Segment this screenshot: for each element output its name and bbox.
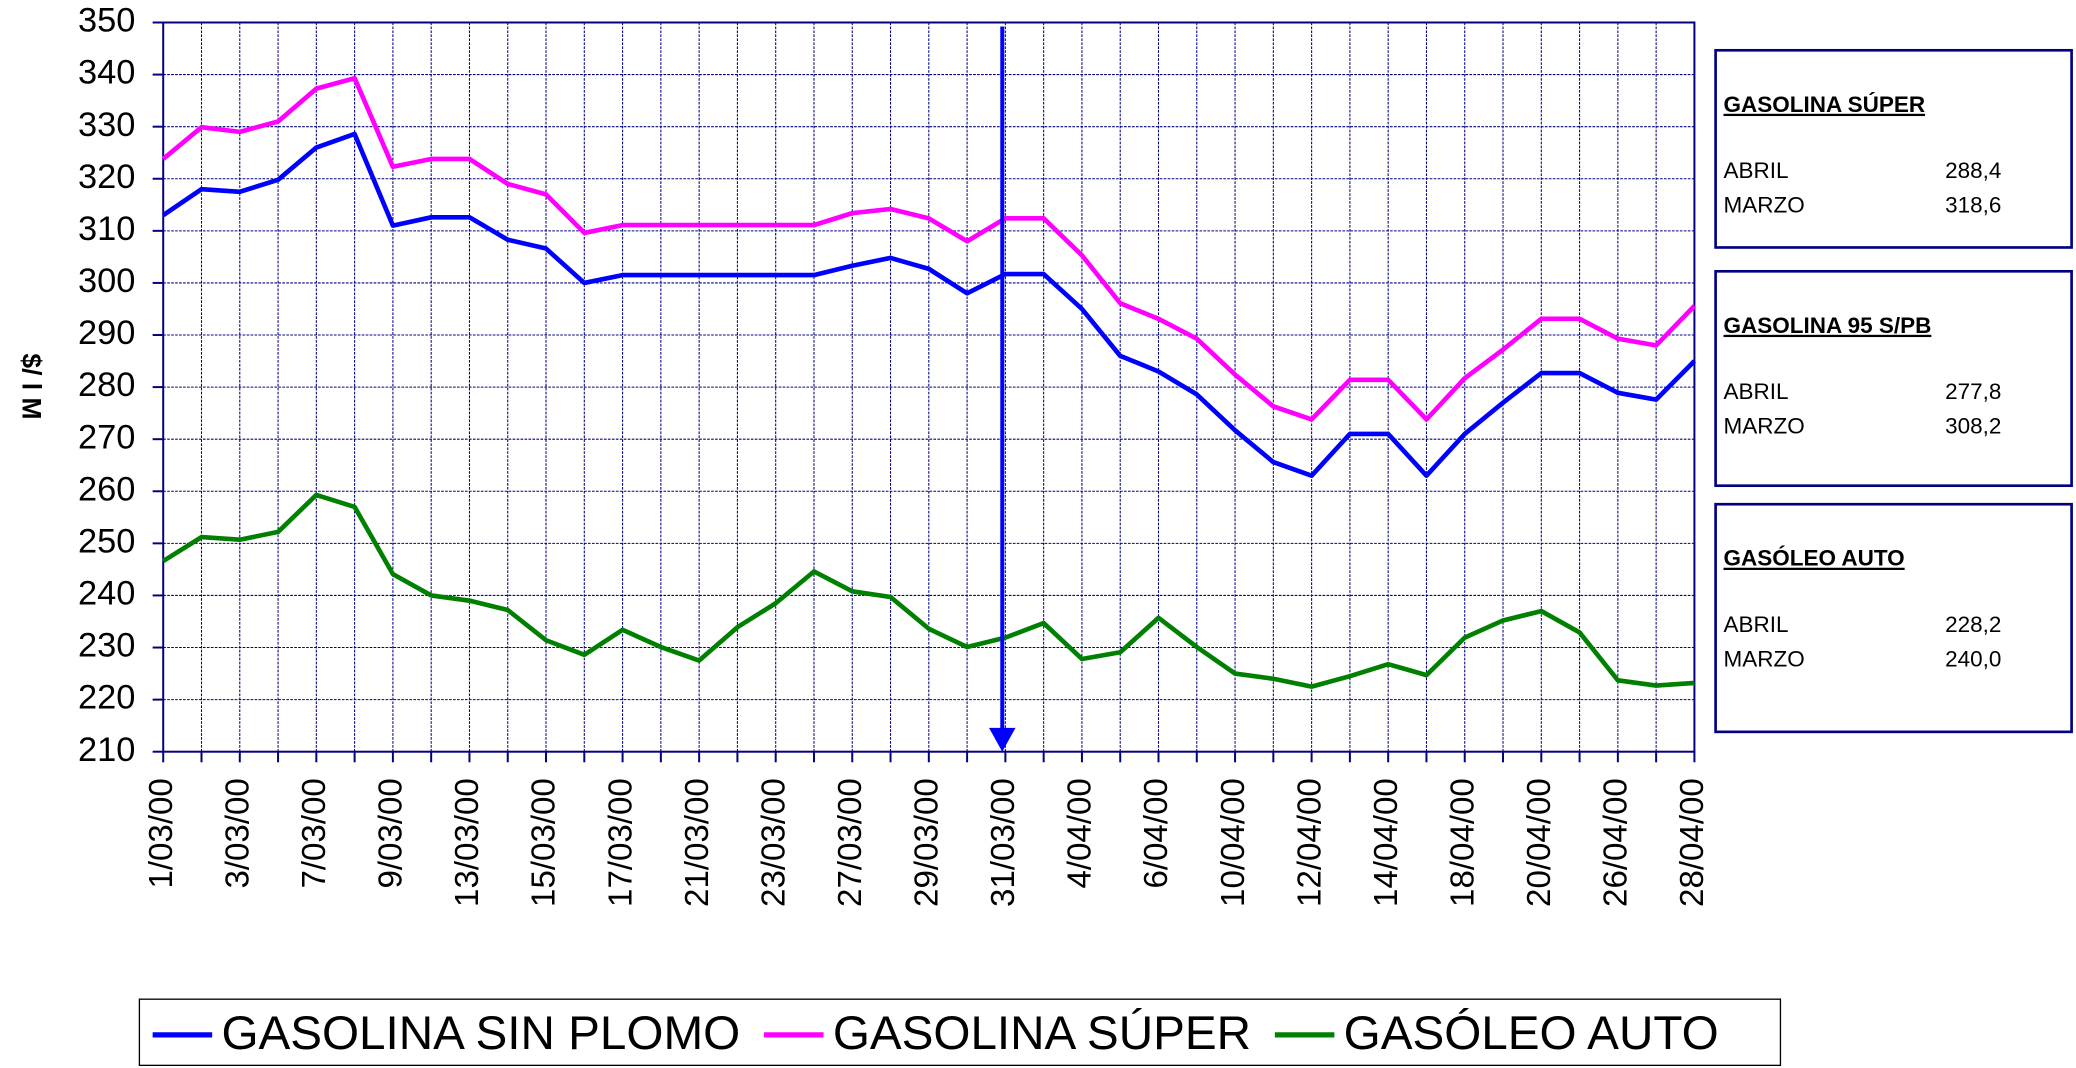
panel-row-label: ABRIL bbox=[1724, 158, 1789, 183]
panel-row-label: MARZO bbox=[1724, 413, 1805, 438]
y-tick-label: 240 bbox=[78, 575, 135, 613]
plot-frame bbox=[162, 21, 1696, 753]
x-tick-label: 20/04/00 bbox=[1521, 778, 1558, 907]
y-tick-label: 260 bbox=[78, 470, 135, 508]
legend-label: GASOLINA SIN PLOMO bbox=[221, 1007, 740, 1060]
panel-row-label: ABRIL bbox=[1724, 612, 1789, 637]
y-tick-label: 280 bbox=[78, 366, 135, 404]
x-tick-label: 29/03/00 bbox=[909, 778, 946, 907]
y-tick-label: 270 bbox=[78, 418, 135, 456]
x-tick-label: 28/04/00 bbox=[1674, 778, 1711, 907]
panel-title: GASOLINA SÚPER bbox=[1724, 92, 1926, 117]
x-tick-label: 9/03/00 bbox=[373, 778, 410, 888]
x-tick-label: 4/04/00 bbox=[1062, 778, 1099, 888]
x-tick-label: 15/03/00 bbox=[526, 778, 563, 907]
y-tick-label: 320 bbox=[78, 158, 135, 196]
series-line bbox=[161, 492, 1695, 689]
x-tick-label: 26/04/00 bbox=[1598, 778, 1635, 907]
x-tick-label: 3/03/00 bbox=[220, 778, 257, 888]
y-tick-label: 210 bbox=[78, 731, 135, 769]
panel-row-value: 240,0 bbox=[1945, 646, 2001, 671]
x-tick-label: 1/03/00 bbox=[143, 778, 180, 888]
panel-row-label: MARZO bbox=[1724, 646, 1805, 671]
y-tick-label: 230 bbox=[78, 627, 135, 665]
x-tick-label: 27/03/00 bbox=[832, 778, 869, 907]
x-tick-label: 13/03/00 bbox=[449, 778, 486, 907]
x-tick-label: 31/03/00 bbox=[985, 778, 1022, 907]
x-tick-label: 18/04/00 bbox=[1444, 778, 1481, 907]
series-line bbox=[161, 131, 1697, 478]
panel-box bbox=[1714, 502, 2073, 734]
panel-title: GASOLINA 95 S/PB bbox=[1724, 313, 1932, 338]
series-line bbox=[161, 75, 1697, 422]
x-tick-label: 14/04/00 bbox=[1368, 778, 1405, 907]
y-tick-label: 300 bbox=[78, 262, 135, 300]
y-tick-label: 340 bbox=[78, 54, 135, 92]
y-tick-label: 330 bbox=[78, 106, 135, 144]
x-tick-label: 17/03/00 bbox=[602, 778, 639, 907]
legend: GASOLINA SIN PLOMO GASOLINA SÚPER GASÓLEO … bbox=[152, 1006, 1719, 1060]
panel-row-label: MARZO bbox=[1724, 192, 1805, 217]
legend-box bbox=[138, 998, 1782, 1067]
grid bbox=[152, 21, 1696, 763]
legend-label: GASÓLEO AUTO bbox=[1344, 1006, 1719, 1060]
panel-row-value: 308,2 bbox=[1945, 413, 2001, 438]
x-tick-label: 10/04/00 bbox=[1215, 778, 1252, 907]
panel-title: GASÓLEO AUTO bbox=[1724, 546, 1905, 571]
x-tick-label: 6/04/00 bbox=[1138, 778, 1175, 888]
y-tick-label: 220 bbox=[78, 679, 135, 717]
y-tick-label: 290 bbox=[78, 314, 135, 352]
x-tick-label: 12/04/00 bbox=[1291, 778, 1328, 907]
x-tick-label: 21/03/00 bbox=[679, 778, 716, 907]
panel-row-value: 288,4 bbox=[1945, 158, 2001, 183]
panel-row-value: 277,8 bbox=[1945, 379, 2001, 404]
y-tick-label: 310 bbox=[78, 210, 135, 248]
panel-box bbox=[1714, 269, 2073, 488]
arrow-head bbox=[989, 727, 1016, 752]
y-axis-label: $/ l M bbox=[17, 353, 47, 419]
panel-row-label: ABRIL bbox=[1724, 379, 1789, 404]
legend-label: GASOLINA SÚPER bbox=[833, 1006, 1251, 1060]
panel-row-value: 318,6 bbox=[1945, 192, 2001, 217]
series-lines bbox=[161, 75, 1697, 689]
panels: GASOLINA SÚPER ABRIL 288,4 MARZO 318,6 GASOLI… bbox=[1714, 48, 2073, 734]
panel-box bbox=[1714, 48, 2073, 249]
x-tick-label: 23/03/00 bbox=[755, 778, 792, 907]
panel-row-value: 228,2 bbox=[1945, 612, 2001, 637]
y-tick-label: 350 bbox=[78, 2, 135, 40]
y-tick-label: 250 bbox=[78, 522, 135, 560]
x-tick-label: 7/03/00 bbox=[296, 778, 333, 888]
